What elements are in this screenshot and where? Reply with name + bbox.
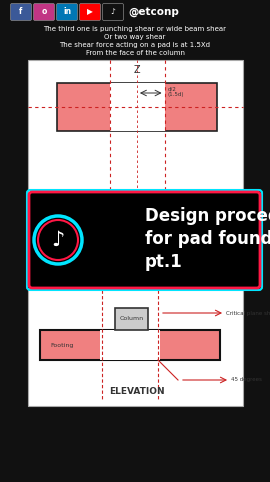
Text: d/2
(1.5d): d/2 (1.5d) [167,87,184,97]
FancyBboxPatch shape [29,192,260,288]
Text: ♪: ♪ [51,230,65,250]
Text: in: in [63,8,71,16]
Text: Z: Z [134,65,140,75]
Text: @etconp: @etconp [128,7,179,17]
Text: The shear force acting on a pad is at 1.5Xd: The shear force acting on a pad is at 1.… [59,42,211,48]
Bar [28,288,243,406]
Bar [100,330,160,360]
Bar [28,60,243,200]
FancyBboxPatch shape [56,3,77,21]
Text: Column: Column [119,317,144,321]
Text: ELEVATION: ELEVATION [109,387,165,396]
Text: The third one is punching shear or wide beam shear: The third one is punching shear or wide … [43,26,227,32]
Text: Or two way shear: Or two way shear [104,34,166,40]
Bar [57,83,217,131]
Text: o: o [41,8,47,16]
Text: ▶: ▶ [87,8,93,16]
Text: f: f [19,8,23,16]
Circle shape [38,220,78,260]
Bar [115,308,148,330]
Circle shape [34,216,82,264]
Text: Critical plane shear: Critical plane shear [226,310,270,316]
Bar [110,83,164,131]
FancyBboxPatch shape [103,3,123,21]
FancyBboxPatch shape [33,3,55,21]
Text: ♪: ♪ [110,8,116,16]
FancyBboxPatch shape [79,3,100,21]
Bar [40,330,220,360]
Text: Footing: Footing [50,343,74,348]
Text: Design procedure
for pad foundation
pt.1: Design procedure for pad foundation pt.1 [145,207,270,271]
Text: From the face of the column: From the face of the column [86,50,184,56]
FancyBboxPatch shape [11,3,32,21]
Text: 45 degrees: 45 degrees [231,377,262,383]
